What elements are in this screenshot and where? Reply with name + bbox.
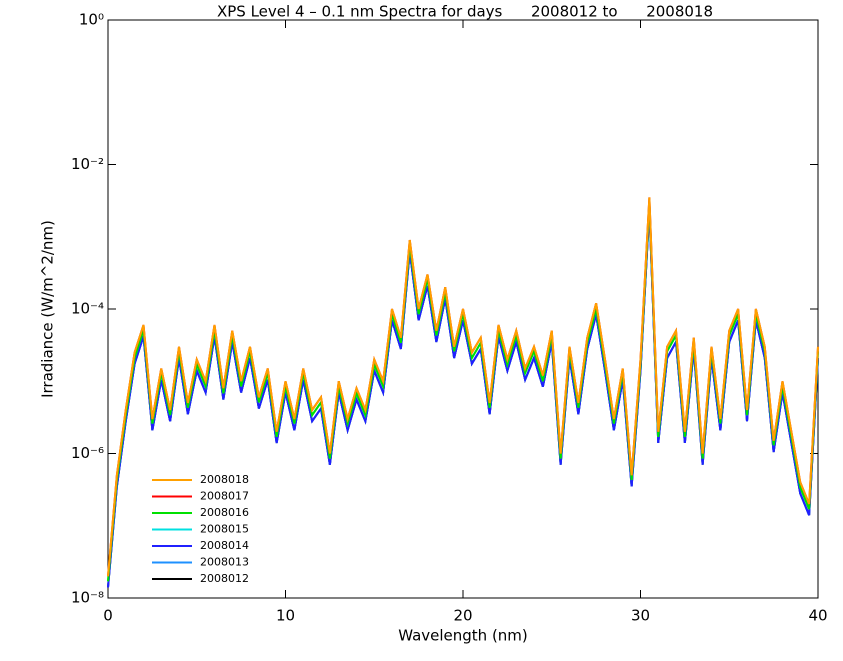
legend-label: 2008014 xyxy=(200,539,249,552)
y-tick-label: 10⁰ xyxy=(79,11,104,29)
legend-label: 2008016 xyxy=(200,506,249,519)
series-line xyxy=(107,197,819,577)
x-tick-label: 20 xyxy=(453,607,472,625)
y-tick-label: 10⁻² xyxy=(71,155,104,173)
series-line xyxy=(107,197,819,577)
legend-label: 2008017 xyxy=(200,490,249,503)
x-axis-label: Wavelength (nm) xyxy=(398,627,528,645)
x-tick-label: 30 xyxy=(631,607,650,625)
legend-label: 2008018 xyxy=(200,473,249,486)
y-tick-label: 10⁻⁴ xyxy=(71,300,104,318)
x-tick-label: 40 xyxy=(808,607,827,625)
x-tick-label: 0 xyxy=(103,607,113,625)
y-tick-label: 10⁻⁸ xyxy=(71,589,104,607)
chart-title: XPS Level 4 – 0.1 nm Spectra for days 20… xyxy=(217,3,713,21)
y-tick-label: 10⁻⁶ xyxy=(71,444,104,462)
y-axis-label: Irradiance (W/m^2/nm) xyxy=(39,220,57,398)
x-tick-label: 10 xyxy=(276,607,295,625)
legend-label: 2008015 xyxy=(200,523,249,536)
legend-label: 2008012 xyxy=(200,572,249,585)
legend-label: 2008013 xyxy=(200,556,249,569)
